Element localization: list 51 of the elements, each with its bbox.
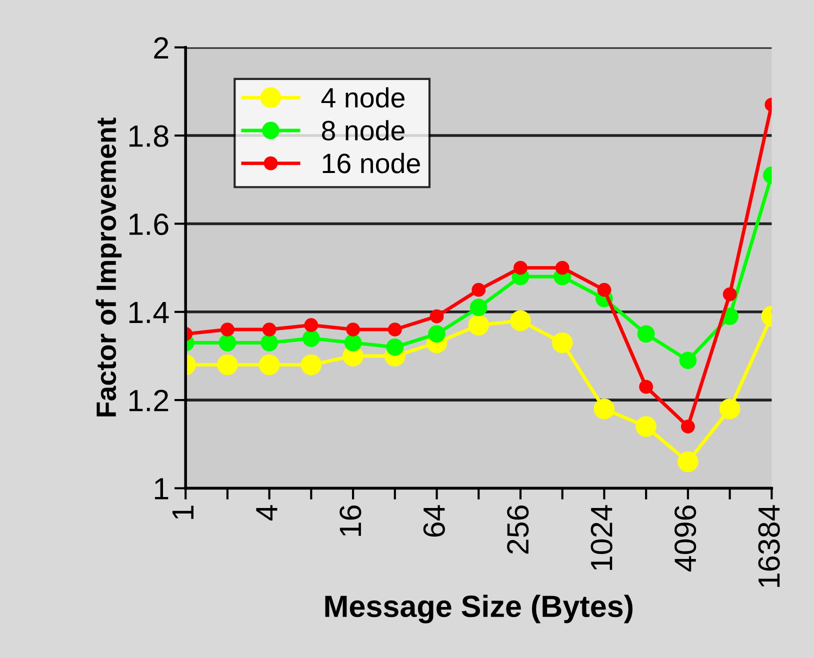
point bbox=[430, 309, 444, 324]
legend-label: 8 node bbox=[322, 120, 404, 140]
point bbox=[597, 282, 612, 297]
point bbox=[594, 398, 615, 420]
point bbox=[346, 322, 360, 336]
point bbox=[639, 380, 654, 394]
point bbox=[220, 322, 234, 336]
point bbox=[304, 318, 318, 332]
point bbox=[722, 287, 737, 302]
point bbox=[344, 334, 362, 352]
point bbox=[428, 325, 446, 343]
point bbox=[679, 352, 697, 370]
y-tick-label: 1.4 bbox=[129, 302, 169, 323]
point bbox=[472, 282, 486, 297]
point bbox=[468, 314, 490, 336]
point bbox=[217, 354, 238, 376]
point bbox=[719, 398, 740, 420]
x-tick-label: 4 bbox=[256, 505, 278, 520]
point bbox=[218, 334, 236, 352]
x-tick-label: 1024 bbox=[590, 505, 612, 570]
point bbox=[300, 354, 322, 376]
point bbox=[681, 420, 695, 434]
y-axis-title: Factor of Improvement bbox=[96, 118, 122, 416]
x-tick-label: 64 bbox=[423, 505, 445, 537]
point bbox=[470, 298, 488, 316]
x-tick-label: 1 bbox=[172, 506, 194, 519]
y-tick-label: 1.6 bbox=[129, 213, 168, 236]
point bbox=[636, 416, 656, 437]
point bbox=[258, 354, 280, 376]
point bbox=[262, 322, 276, 336]
x-tick-label: 256 bbox=[507, 506, 529, 554]
x-tick-label: 16384 bbox=[758, 505, 780, 587]
point bbox=[552, 332, 573, 354]
x-tick-label: 4096 bbox=[674, 506, 696, 572]
point bbox=[514, 260, 528, 275]
legend-label: 16 node bbox=[322, 152, 420, 174]
point bbox=[302, 330, 320, 348]
x-tick-label: 16 bbox=[340, 506, 362, 536]
legend-label: 4 node bbox=[321, 87, 404, 108]
point bbox=[555, 260, 570, 275]
x-axis-title: Message Size (Bytes) bbox=[325, 594, 633, 624]
point bbox=[637, 325, 655, 343]
point bbox=[678, 451, 698, 472]
point bbox=[388, 322, 402, 336]
y-tick-label: 1.8 bbox=[129, 125, 168, 147]
point bbox=[260, 334, 278, 352]
point bbox=[510, 310, 531, 332]
y-tick-label: 1 bbox=[154, 478, 168, 500]
y-tick-label: 2 bbox=[154, 37, 168, 58]
y-tick-label: 1.2 bbox=[129, 390, 168, 412]
point bbox=[386, 338, 404, 356]
